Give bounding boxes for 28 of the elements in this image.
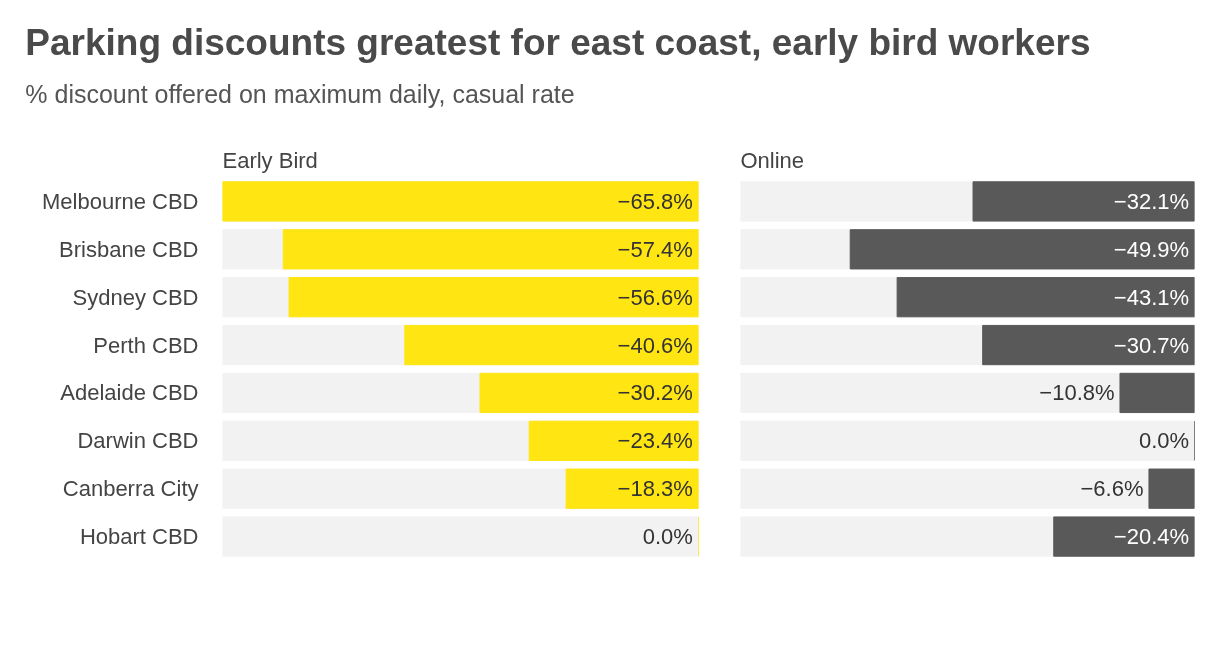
data-label: −30.2% xyxy=(617,380,693,406)
y-tick-label: Sydney CBD xyxy=(72,284,199,310)
data-label: −40.6% xyxy=(617,332,693,358)
data-label: −65.8% xyxy=(617,188,693,214)
data-label: −30.7% xyxy=(1113,332,1190,358)
text: Parking discounts greatest for east coast, early bird workers xyxy=(25,22,1091,64)
y-tick-label: Hobart CBD xyxy=(79,524,199,550)
data-label: 0.0% xyxy=(642,524,693,550)
data-label: −20.4% xyxy=(1113,524,1190,550)
y-tick-label: Darwin CBD xyxy=(77,428,199,454)
data-label: −43.1% xyxy=(1113,284,1190,310)
text: % discount offered on maximum daily, casual rate xyxy=(25,79,575,108)
y-tick-label: Canberra City xyxy=(62,476,199,502)
y-tick-label: Perth CBD xyxy=(93,332,199,358)
data-label: 0.0% xyxy=(1138,428,1190,454)
chart-title: Online xyxy=(740,147,805,173)
chart-title: Early Bird xyxy=(222,147,318,173)
data-label: −6.6% xyxy=(1080,476,1144,502)
data-label: −57.4% xyxy=(617,236,693,262)
data-label: −32.1% xyxy=(1113,188,1190,214)
data-label: −49.9% xyxy=(1113,236,1190,262)
data-label: −18.3% xyxy=(617,476,693,502)
data-label: −10.8% xyxy=(1039,380,1115,406)
y-tick-label: Adelaide CBD xyxy=(60,380,199,406)
data-label: −23.4% xyxy=(617,428,693,454)
data-label: −56.6% xyxy=(617,284,693,310)
y-tick-label: Melbourne CBD xyxy=(41,188,199,214)
y-tick-label: Brisbane CBD xyxy=(59,236,199,262)
